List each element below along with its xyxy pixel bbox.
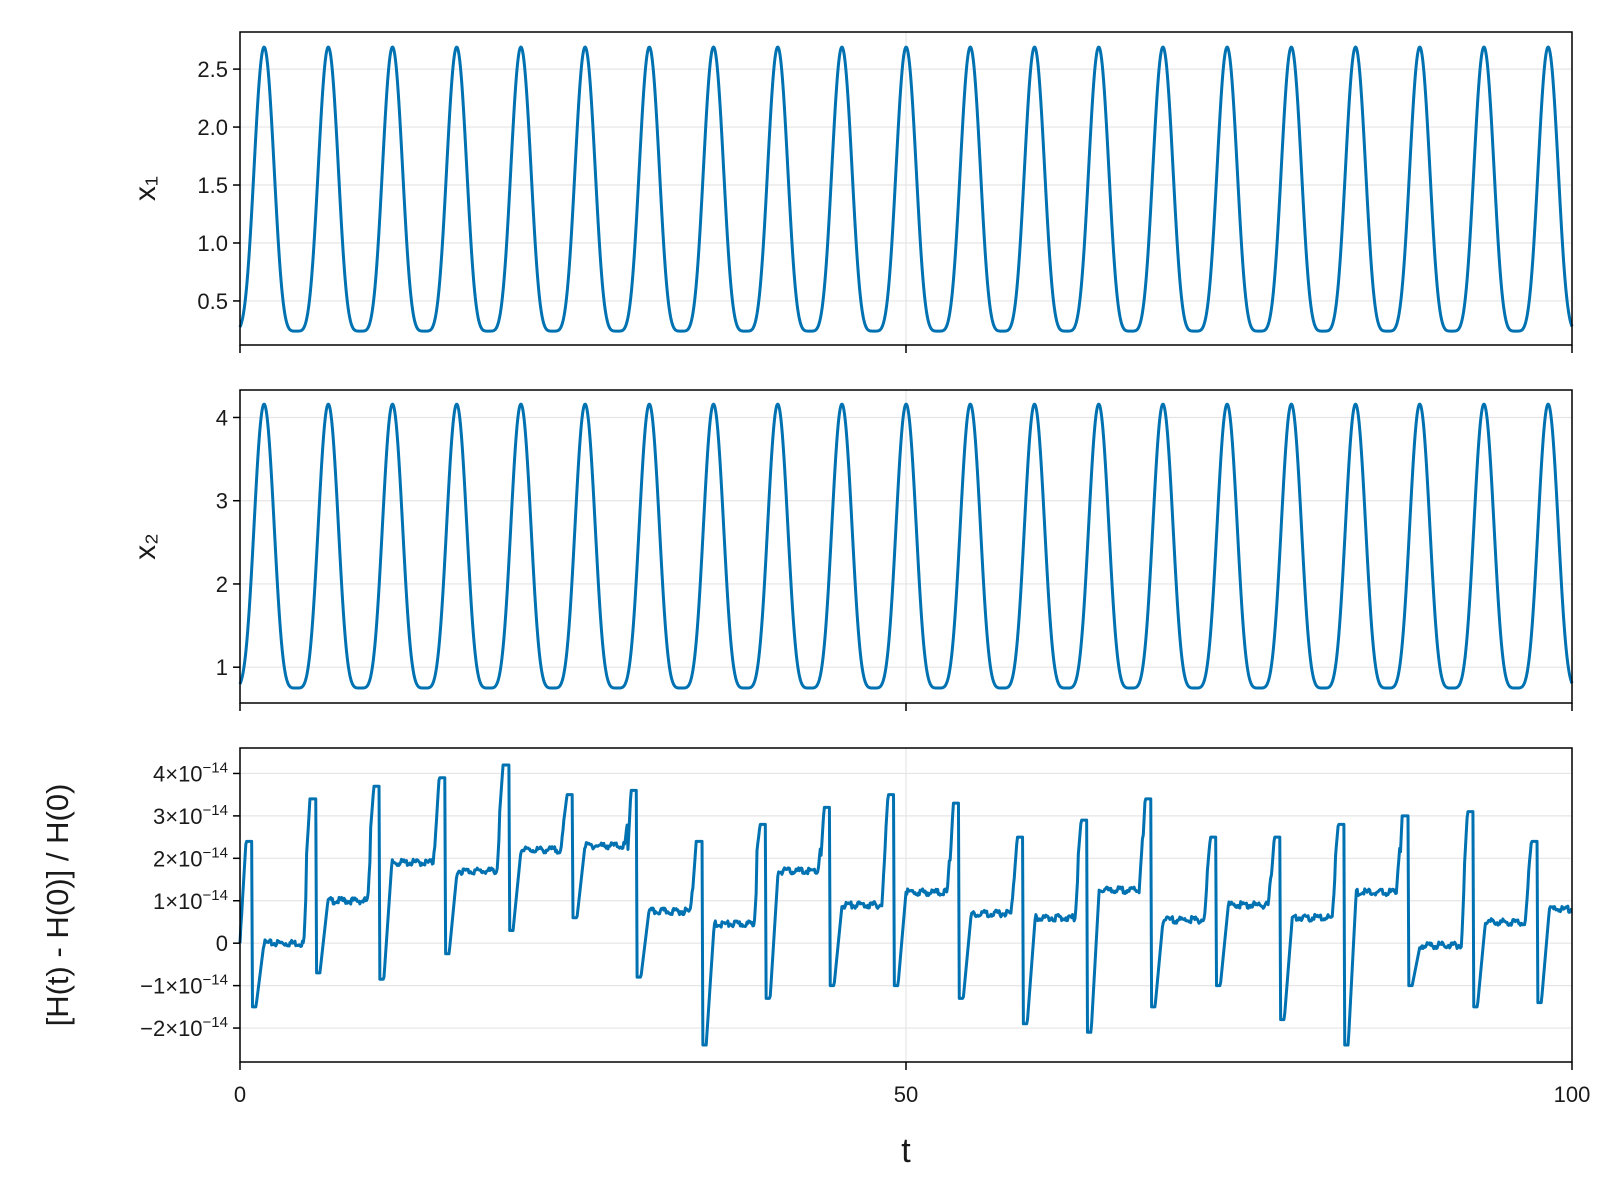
series-path	[238, 402, 1574, 690]
panel-x1: 0.5 1.0 1.5 2.0 2.5 x₁	[129, 31, 1574, 353]
ticks: 0.5 1.0 1.5 2.0 2.5	[197, 57, 1573, 353]
y-tick-label: −2×10−14	[140, 1014, 228, 1041]
y-tick-label: 2×10−14	[153, 844, 228, 871]
series-path	[238, 763, 1573, 1047]
grid	[239, 390, 1573, 703]
x-tick-label: 0	[234, 1082, 246, 1107]
y-tick-label: 0.5	[197, 289, 228, 314]
y-tick-label: 1.5	[197, 173, 228, 198]
panel-x2: 1 2 3 4 x₂	[129, 389, 1574, 711]
y-tick-label: 2	[216, 572, 228, 597]
x-tick-label: 50	[894, 1082, 918, 1107]
x-axis-label: t	[901, 1132, 911, 1170]
y-tick-label: 4×10−14	[153, 759, 228, 786]
series-line	[238, 402, 1574, 690]
panel-energy-error: −2×10−14 −1×10−14 0 1×10−14 2×10−14 3×10−14 4×…	[40, 747, 1590, 1170]
y-axis-label: [H(t) - H(0)] / H(0)	[40, 784, 75, 1027]
y-tick-label: 0	[216, 931, 228, 956]
y-tick-label: 3×10−14	[153, 802, 228, 829]
y-tick-label: 2.5	[197, 57, 228, 82]
grid	[239, 32, 1573, 345]
y-tick-label: 1×10−14	[153, 887, 228, 914]
y-axis-label: x₂	[129, 533, 162, 560]
y-tick-label: 1.0	[197, 231, 228, 256]
ticks: −2×10−14 −1×10−14 0 1×10−14 2×10−14 3×10−14 4×…	[140, 759, 1590, 1107]
ticks: 1 2 3 4	[216, 405, 1573, 711]
y-axis-label: x₁	[129, 176, 162, 201]
y-tick-label: 1	[216, 655, 228, 680]
series-path	[238, 45, 1574, 333]
series-line	[238, 763, 1573, 1047]
x-tick-label: 100	[1554, 1082, 1591, 1107]
y-tick-label: 2.0	[197, 115, 228, 140]
y-tick-label: −1×10−14	[140, 972, 228, 999]
y-tick-label: 4	[216, 405, 228, 430]
y-tick-label: 3	[216, 489, 228, 514]
series-line	[238, 45, 1574, 333]
